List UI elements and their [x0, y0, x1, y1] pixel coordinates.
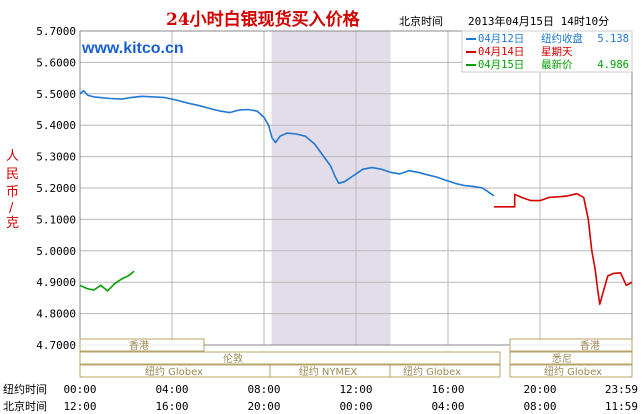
y-tick-label: 4.8000	[36, 308, 76, 321]
clock-label: 北京时间	[399, 14, 443, 28]
y-axis-label: 人 民 币 / 克	[6, 149, 19, 231]
legend-label: 纽约收盘	[541, 32, 583, 45]
x-tick-label-bj: 00:00	[339, 400, 372, 413]
plot-frame	[79, 30, 633, 346]
x-tick-label-bj: 08:00	[523, 400, 556, 413]
y-tick-label: 5.0000	[36, 245, 76, 258]
y-label-char: 民	[6, 167, 19, 182]
plot-area	[79, 30, 633, 346]
y-label-char: 人	[6, 149, 19, 164]
y-label-char: /	[9, 201, 14, 216]
x-tick-label-ny: 00:00	[63, 383, 96, 396]
x-tick-label-ny: 12:00	[339, 383, 372, 396]
series-line-04月12日	[79, 89, 495, 197]
session-box	[79, 338, 205, 352]
timestamp: 2013年04月15日 14时10分	[468, 14, 609, 28]
y-label-char: 币	[6, 185, 19, 200]
session-box	[79, 351, 501, 365]
y-tick-label: 4.7000	[36, 339, 76, 352]
x-tick-label-ny: 04:00	[155, 383, 188, 396]
session-label: 纽约 Globex	[403, 365, 461, 378]
ny-time-row-label: 纽约时间	[3, 382, 47, 396]
x-tick-label-bj: 16:00	[155, 400, 188, 413]
y-tick-label: 4.9000	[36, 276, 76, 289]
legend-value: 4.986	[597, 59, 629, 71]
y-tick-label: 5.4000	[36, 119, 76, 132]
series-line-04月14日	[494, 192, 633, 305]
session-label: 纽约 NYMEX	[299, 365, 358, 378]
legend-label: 星期天	[541, 46, 573, 58]
x-axis-ticks: 00:00 12:00 04:00 16:00 08:00 20:00 12:00 00:00…	[63, 383, 638, 413]
y-axis-ticks: 5.7000 5.6000 5.5000 5.4000 5.3000 5.2000 5.10…	[36, 25, 76, 352]
session-box	[389, 364, 501, 378]
series-line-04月15日	[79, 270, 135, 292]
x-tick-label-bj: 20:00	[247, 400, 280, 413]
x-tick-label-ny: 16:00	[431, 383, 464, 396]
legend-date: 04月14日	[478, 46, 524, 58]
legend: 04月12日 纽约收盘 5.138 04月14日 星期天 04月15日 最新价 4.986	[461, 30, 633, 73]
legend-date: 04月15日	[478, 59, 524, 71]
y-tick-label: 5.3000	[36, 151, 76, 164]
legend-value: 5.138	[597, 33, 629, 45]
y-tick-label: 5.1000	[36, 213, 76, 226]
chart-title: 24小时白银现货买入价格	[166, 9, 361, 30]
legend-box	[461, 30, 633, 73]
y-tick-label: 5.2000	[36, 182, 76, 195]
y-tick-label: 5.6000	[36, 56, 76, 69]
session-label: 香港	[129, 340, 149, 352]
bj-time-row-label: 北京时间	[3, 399, 47, 413]
y-label-char: 克	[6, 216, 19, 231]
x-tick-label-ny: 23:59	[605, 383, 638, 396]
session-label: 香港	[580, 340, 600, 352]
session-label: 悉尼	[552, 353, 572, 365]
x-tick-label-bj: 11:59	[605, 400, 638, 413]
legend-date: 04月12日	[478, 33, 524, 45]
site-watermark: www.kitco.cn	[81, 40, 184, 57]
session-label: 伦敦	[223, 352, 243, 365]
y-tick-label: 5.7000	[36, 25, 76, 38]
x-tick-label-ny: 08:00	[247, 383, 280, 396]
x-tick-label-ny: 20:00	[523, 383, 556, 396]
session-label: 纽约 Globex	[544, 365, 602, 378]
x-tick-label-bj: 12:00	[63, 400, 96, 413]
session-box	[509, 338, 633, 352]
legend-label: 最新价	[541, 58, 573, 71]
y-tick-label: 5.5000	[36, 88, 76, 101]
session-box	[509, 351, 633, 365]
session-box	[509, 364, 633, 378]
x-tick-label-bj: 04:00	[431, 400, 464, 413]
session-label: 纽约 Globex	[145, 365, 203, 378]
